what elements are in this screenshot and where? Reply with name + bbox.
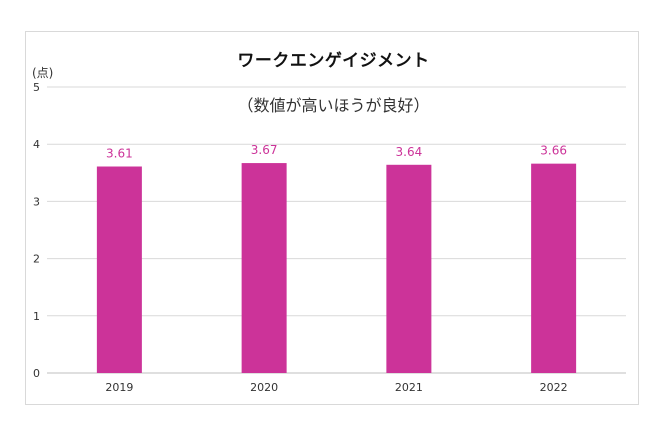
x-tick-label: 2019	[105, 381, 133, 394]
y-tick-label: 2	[33, 253, 40, 266]
y-tick-label: 1	[33, 310, 40, 323]
y-axis: 0 1 2 3 4 5	[33, 81, 40, 380]
x-tick-label: 2021	[395, 381, 423, 394]
y-tick-label: 5	[33, 81, 40, 94]
data-label: 3.61	[106, 147, 133, 161]
y-tick-label: 0	[33, 367, 40, 380]
x-tick-label: 2020	[250, 381, 278, 394]
chart-title: ワークエンゲイジメント	[237, 51, 430, 71]
bar	[96, 166, 142, 373]
x-tick-label: 2022	[540, 381, 568, 394]
bar	[531, 163, 577, 373]
y-tick-label: 3	[33, 195, 40, 208]
gridlines	[47, 86, 626, 374]
data-label: 3.67	[251, 143, 278, 157]
bars: 3.61 3.67 3.64 3.66	[96, 143, 577, 373]
bar	[241, 163, 287, 373]
y-tick-label: 4	[33, 138, 40, 151]
data-label: 3.66	[540, 144, 567, 158]
x-axis: 2019 2020 2021 2022	[105, 381, 567, 394]
data-label: 3.64	[396, 145, 423, 159]
chart-subtitle: （数値が高いほうが良好）	[237, 96, 430, 115]
bar	[386, 164, 432, 373]
y-unit-label: (点)	[32, 66, 54, 80]
